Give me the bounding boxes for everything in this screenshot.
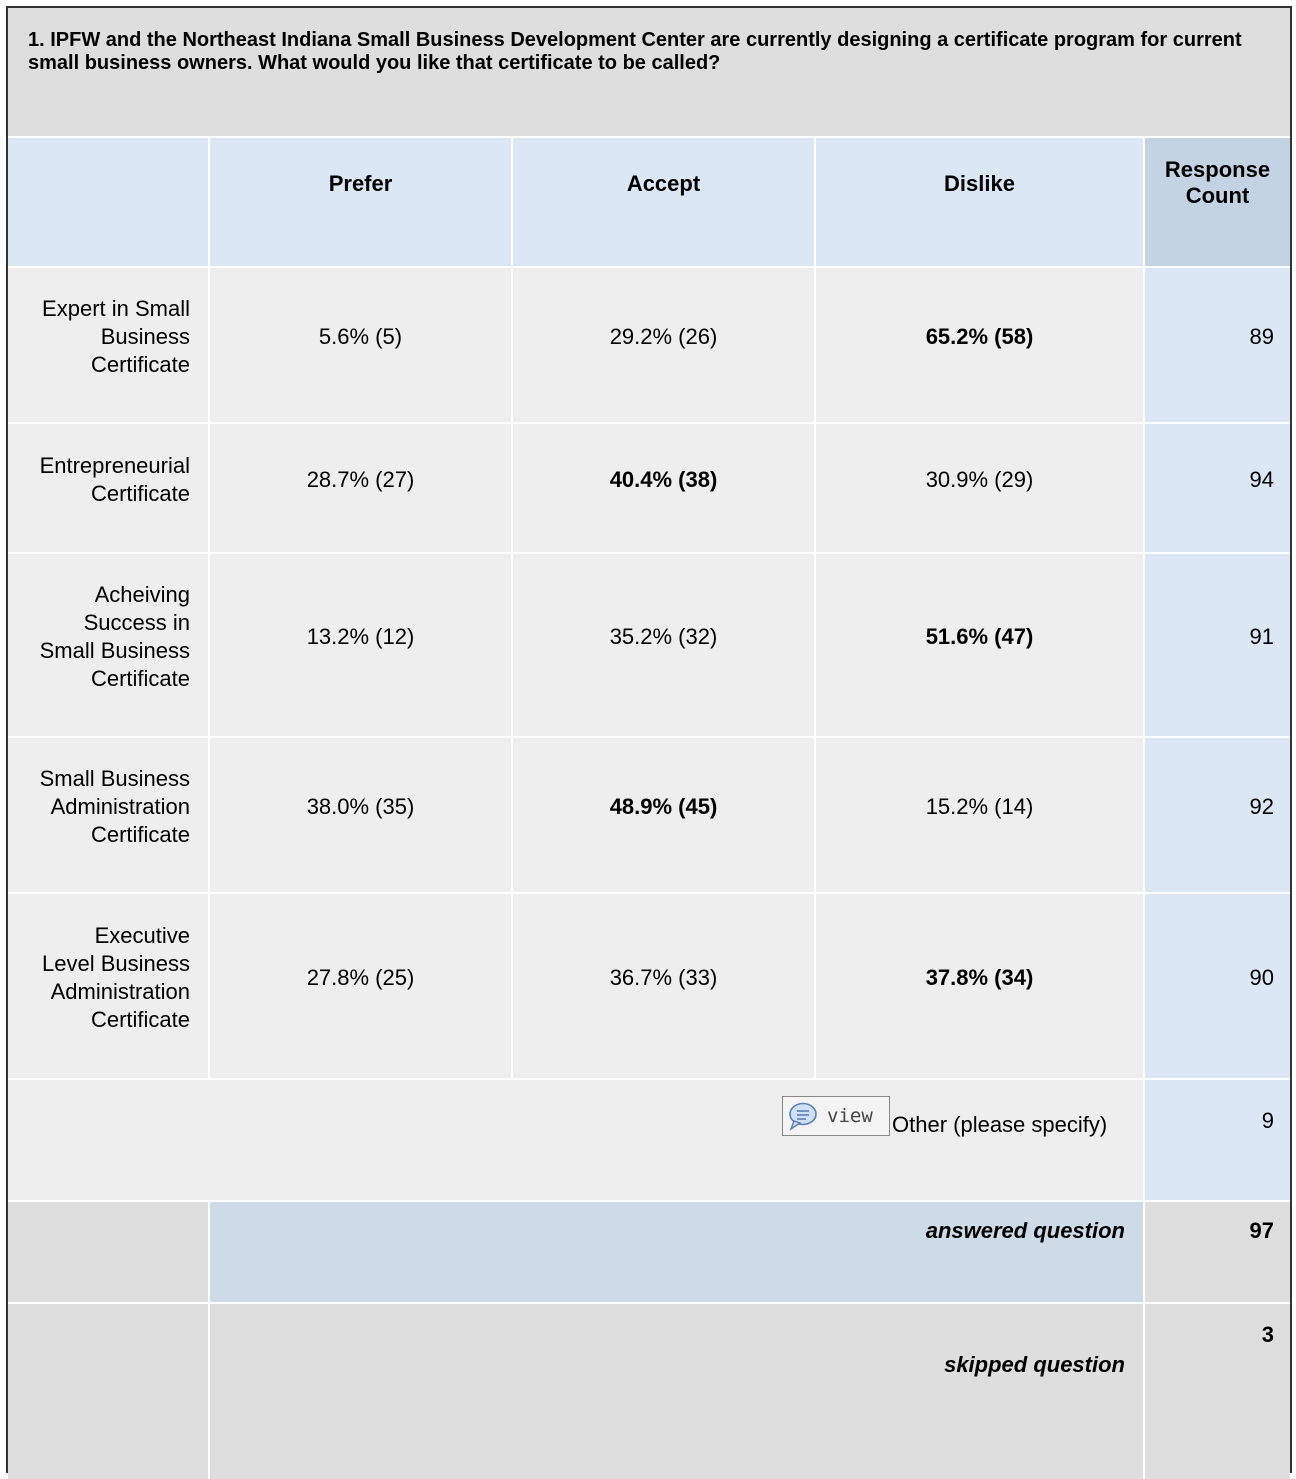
row-label-line: Executive [94, 923, 190, 948]
cell-dislike: 65.2% (58) [816, 268, 1143, 422]
view-button-label: view [827, 1105, 873, 1127]
row-label-line: Administration [50, 794, 190, 819]
cell-accept: 36.7% (33) [513, 894, 814, 1078]
row-label-line: Certificate [90, 1007, 190, 1032]
row-label: Acheiving Success in Small Business Certifi… [8, 554, 208, 736]
answered-question-label: answered question [210, 1202, 1143, 1302]
cell-response-count: 94 [1145, 424, 1290, 552]
view-other-responses-button[interactable]: view [782, 1096, 890, 1136]
cell-response-count: 89 [1145, 268, 1290, 422]
row-label-line: Administration [50, 979, 190, 1004]
cell-response-count: 92 [1145, 738, 1290, 892]
skipped-question-count: 3 [1145, 1304, 1290, 1479]
row-label-line: Certificate [90, 666, 190, 691]
row-label-line: Acheiving [94, 582, 190, 607]
skipped-empty-cell [8, 1304, 208, 1479]
cell-dislike: 15.2% (14) [816, 738, 1143, 892]
cell-accept: 48.9% (45) [513, 738, 814, 892]
row-label-line: Certificate [90, 822, 190, 847]
row-label-line: Expert in Small [42, 296, 190, 321]
skipped-question-label: skipped question [210, 1304, 1143, 1479]
cell-response-count: 90 [1145, 894, 1290, 1078]
row-label: Executive Level Business Administration Cer… [8, 894, 208, 1078]
cell-prefer: 38.0% (35) [210, 738, 511, 892]
cell-prefer: 13.2% (12) [210, 554, 511, 736]
survey-results-table: 1. IPFW and the Northeast Indiana Small … [6, 6, 1292, 1479]
row-label-line: Small Business [39, 766, 190, 791]
other-count: 9 [1145, 1080, 1290, 1200]
cell-prefer: 5.6% (5) [210, 268, 511, 422]
row-label-line: Success in [83, 610, 190, 635]
column-header-dislike: Dislike [816, 138, 1143, 266]
row-label: Entrepreneurial Certificate [8, 424, 208, 552]
cell-dislike: 37.8% (34) [816, 894, 1143, 1078]
row-label: Small Business Administration Certificate [8, 738, 208, 892]
cell-dislike: 30.9% (29) [816, 424, 1143, 552]
answered-question-count: 97 [1145, 1202, 1290, 1302]
column-header-accept: Accept [513, 138, 814, 266]
row-label: Expert in Small Business Certificate [8, 268, 208, 422]
row-label-line: Small Business [39, 638, 190, 663]
row-label-line: Business [100, 324, 190, 349]
column-header-prefer: Prefer [210, 138, 511, 266]
cell-prefer: 27.8% (25) [210, 894, 511, 1078]
column-header-response-count: Response Count [1145, 138, 1290, 266]
other-label: Other (please specify) [892, 1112, 1108, 1137]
cell-response-count: 91 [1145, 554, 1290, 736]
question-title: 1. IPFW and the Northeast Indiana Small … [8, 8, 1290, 136]
cell-accept: 29.2% (26) [513, 268, 814, 422]
cell-accept: 40.4% (38) [513, 424, 814, 552]
cell-dislike: 51.6% (47) [816, 554, 1143, 736]
header-empty-cell [8, 138, 208, 266]
row-label-line: Certificate [90, 352, 190, 377]
row-label-line: Level Business [42, 951, 190, 976]
answered-empty-cell [8, 1202, 208, 1302]
cell-accept: 35.2% (32) [513, 554, 814, 736]
row-label-line: Entrepreneurial [39, 453, 190, 478]
cell-prefer: 28.7% (27) [210, 424, 511, 552]
row-label-line: Certificate [90, 481, 190, 506]
other-row [8, 1080, 1143, 1200]
speech-bubble-icon [789, 1102, 817, 1131]
